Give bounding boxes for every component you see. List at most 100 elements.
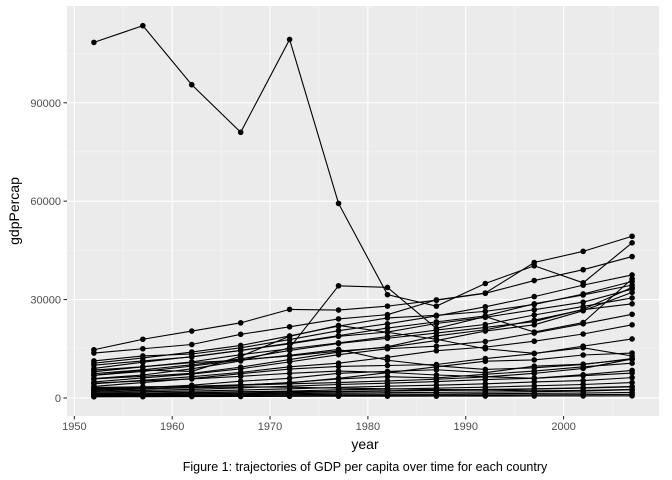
data-point — [188, 328, 195, 334]
data-point — [629, 301, 635, 307]
data-point — [629, 272, 635, 278]
data-point — [384, 303, 391, 309]
data-point — [433, 303, 440, 309]
data-point — [286, 359, 293, 365]
data-point — [629, 383, 635, 390]
data-point — [237, 357, 244, 364]
y-tick-label: 60000 — [30, 196, 61, 208]
data-point — [531, 338, 538, 345]
data-point — [482, 280, 489, 287]
data-point — [237, 320, 244, 326]
data-point — [482, 338, 489, 345]
x-tick-label: 1960 — [160, 421, 184, 433]
data-point — [335, 368, 342, 374]
series-line-24 — [93, 389, 633, 396]
x-tick-label: 1990 — [454, 421, 478, 433]
data-point — [580, 248, 586, 255]
data-point — [91, 390, 97, 397]
data-point — [433, 343, 440, 349]
plot-panel — [67, 6, 659, 416]
series-line-26 — [93, 393, 633, 397]
data-point — [433, 372, 440, 378]
data-point — [188, 81, 195, 88]
data-point — [384, 284, 391, 291]
data-point — [384, 329, 391, 336]
data-point — [580, 292, 586, 298]
data-point — [237, 331, 244, 338]
data-point — [531, 312, 538, 318]
series-line-3 — [93, 235, 633, 354]
data-point — [188, 349, 195, 355]
data-point — [433, 387, 440, 393]
data-point — [384, 335, 391, 342]
data-point — [629, 295, 635, 301]
data-point — [335, 351, 342, 358]
data-point — [335, 393, 342, 400]
data-point — [237, 347, 244, 354]
series-line-11 — [93, 303, 633, 380]
data-point — [237, 389, 244, 396]
data-point — [629, 289, 635, 296]
data-point — [384, 378, 391, 384]
data-point — [580, 384, 586, 391]
data-point — [531, 350, 538, 357]
data-point — [580, 344, 586, 351]
data-point — [286, 344, 293, 351]
data-point — [286, 370, 293, 377]
data-point — [188, 376, 195, 382]
x-axis-title: year — [351, 436, 379, 452]
data-point — [286, 352, 293, 359]
data-point — [286, 375, 293, 382]
data-point — [286, 36, 293, 43]
data-point — [286, 366, 293, 372]
data-point — [237, 378, 244, 385]
data-point — [384, 291, 391, 298]
data-point — [580, 372, 586, 379]
grid-major — [67, 6, 659, 416]
data-point — [384, 369, 391, 376]
data-point — [482, 313, 489, 320]
data-point — [335, 282, 342, 289]
data-point — [580, 331, 586, 337]
series-line-30 — [93, 348, 633, 373]
data-point — [482, 345, 489, 352]
data-point — [237, 373, 244, 380]
data-point — [237, 382, 244, 388]
data-point — [433, 376, 440, 383]
data-point — [629, 356, 635, 362]
data-point — [384, 345, 391, 352]
data-point — [188, 368, 195, 375]
data-point — [286, 333, 293, 340]
data-point — [188, 383, 195, 389]
data-point — [335, 200, 342, 207]
data-point — [91, 384, 97, 391]
data-point — [433, 347, 440, 354]
data-point — [629, 253, 635, 260]
data-point — [629, 393, 635, 399]
data-point — [580, 393, 586, 399]
data-point — [433, 366, 440, 373]
data-point — [580, 299, 586, 305]
data-point — [433, 363, 440, 369]
data-point — [384, 315, 391, 321]
data-point — [433, 312, 440, 319]
series-line-31 — [93, 358, 633, 389]
data-point — [140, 364, 146, 370]
series-line-16 — [93, 324, 633, 376]
data-point — [482, 358, 489, 365]
axes-layer: 1950 1960 1970 1980 1990 2000 0 30000 60000 90000 — [30, 98, 575, 433]
x-tick-label: 1970 — [258, 421, 282, 433]
data-point — [629, 379, 635, 386]
data-point — [335, 379, 342, 386]
data-point — [91, 350, 97, 356]
data-point — [188, 353, 195, 360]
data-point — [91, 368, 97, 375]
data-point — [286, 381, 293, 387]
series-line-2 — [93, 256, 633, 351]
data-point — [531, 385, 538, 392]
data-point — [482, 366, 489, 373]
series-line-12 — [93, 313, 633, 383]
data-point — [531, 370, 538, 377]
data-point — [531, 375, 538, 382]
